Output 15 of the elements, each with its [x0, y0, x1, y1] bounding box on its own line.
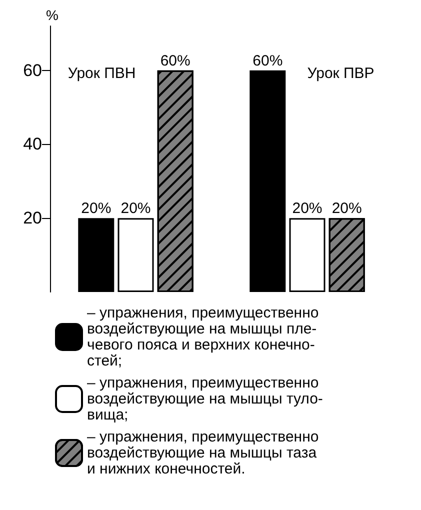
y-tick-label: 20: [23, 208, 42, 228]
data-label: 20%: [81, 200, 112, 218]
y-axis-title: %: [46, 7, 58, 23]
x-tick-label: Урок ПВР: [307, 65, 374, 82]
data-label: 60%: [160, 52, 190, 70]
data-label: 60%: [252, 52, 283, 70]
data-label: 20%: [120, 200, 151, 218]
legend-label: – упражнения, преимущественно воздействующие на мышцы туло- вища;: [87, 374, 323, 424]
data-label: 20%: [332, 200, 362, 218]
y-tick-label: 60: [23, 60, 42, 80]
y-tick-label: 40: [23, 134, 42, 154]
legend-label: – упражнения, преимущественно воздействующие на мышцы таза и нижних конечностей.: [87, 428, 319, 478]
legend-label: – упражнения, преимущественно воздействующие на мышцы пле- чевого пояса и верхних конечно- стей;: [87, 304, 319, 370]
x-tick-label: Урок ПВН: [68, 65, 136, 82]
data-label: 20%: [292, 200, 322, 218]
